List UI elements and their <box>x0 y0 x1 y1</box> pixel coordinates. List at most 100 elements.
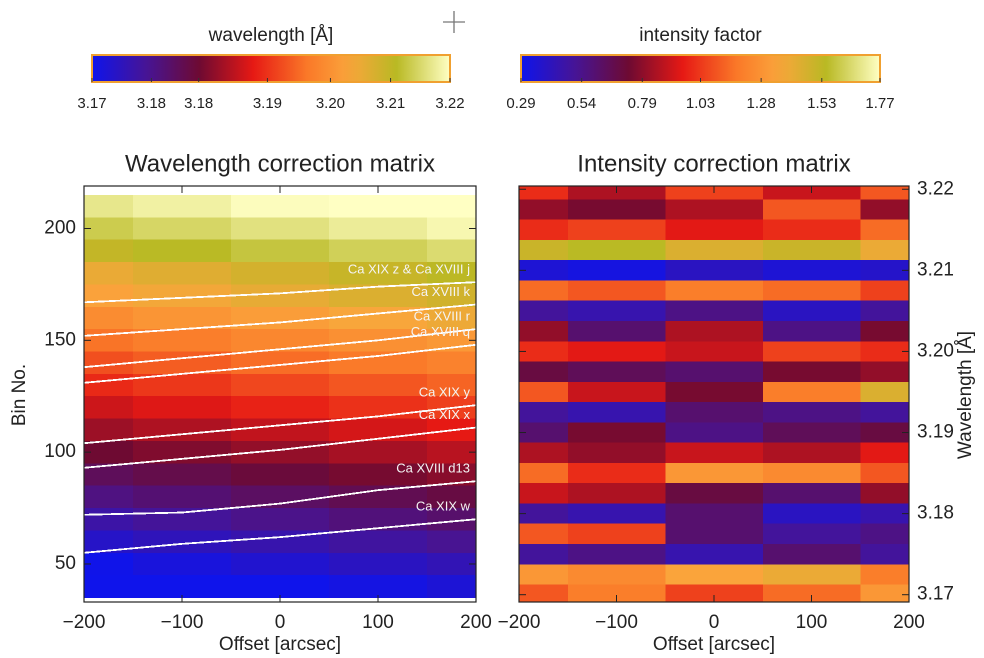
heatmap-cell <box>84 463 134 487</box>
heatmap-cell <box>231 351 330 375</box>
heatmap-cell <box>84 217 134 241</box>
heatmap-cell <box>133 284 232 308</box>
heatmap-cell <box>427 262 476 286</box>
x-tick-label: −100 <box>595 612 638 633</box>
heatmap-cell <box>519 219 569 241</box>
heatmap-cell <box>84 418 134 442</box>
heatmap-cell <box>762 584 861 602</box>
heatmap-cell <box>665 483 764 505</box>
heatmap-cell <box>762 503 861 525</box>
heatmap-cell <box>762 300 861 322</box>
heatmap-cell <box>762 442 861 464</box>
heatmap-cell <box>519 523 569 545</box>
contour-line <box>84 426 476 469</box>
colorbar-tick-label: 3.21 <box>376 95 405 112</box>
heatmap-cell <box>665 219 764 241</box>
heatmap-cell <box>665 300 764 322</box>
x-tick-label: 0 <box>709 612 720 633</box>
heatmap-cell <box>427 463 476 487</box>
contour-label: Ca XVIII r <box>414 309 471 324</box>
heatmap-cell <box>84 194 134 218</box>
contour-label: Ca XVIII k <box>411 284 470 299</box>
heatmap-cell <box>567 462 666 484</box>
heatmap-cell <box>133 351 232 375</box>
heatmap-cell <box>762 462 861 484</box>
heatmap-cell <box>567 442 666 464</box>
heatmap-cell <box>519 361 569 383</box>
heatmap-cells: Ca XIX z & Ca XVIII j Ca XVIII k Ca XVIII … <box>84 194 476 599</box>
heatmap-cell <box>329 575 428 599</box>
heatmap-cell <box>665 462 764 484</box>
heatmap-cell <box>860 503 909 525</box>
heatmap-cell <box>665 239 764 261</box>
colorbar-tick-label: 1.53 <box>807 95 836 112</box>
colorbar-tick-label: 3.20 <box>316 95 345 112</box>
x-tick-label: 100 <box>796 612 828 633</box>
heatmap-cell <box>231 552 330 576</box>
heatmap-cell <box>231 463 330 487</box>
heatmap-cell <box>567 199 666 221</box>
contour-label: Ca XIX x <box>419 407 471 422</box>
heatmap-cell <box>84 306 134 330</box>
heatmap-cell <box>665 260 764 282</box>
heatmap-cell <box>567 381 666 403</box>
heatmap-cell <box>519 239 569 261</box>
colorbar <box>520 54 881 83</box>
heatmap-cell <box>762 199 861 221</box>
colorbar-label: intensity factor <box>639 25 762 46</box>
x-tick-label: 0 <box>275 612 286 633</box>
heatmap-cell <box>762 260 861 282</box>
heatmap-cell <box>133 485 232 509</box>
heatmap-cell <box>860 422 909 444</box>
heatmap-cell <box>133 508 232 532</box>
heatmap-cell <box>231 262 330 286</box>
heatmap-cell <box>665 199 764 221</box>
heatmap-cell <box>567 361 666 383</box>
chart-title: Wavelength correction matrix <box>125 150 435 177</box>
heatmap-cell <box>860 341 909 363</box>
heatmap-cell <box>427 373 476 397</box>
heatmap-cell <box>665 422 764 444</box>
colorbar-tick-label: 3.17 <box>77 95 106 112</box>
y-tick-label: 200 <box>44 218 76 239</box>
heatmap-cell <box>329 351 428 375</box>
heatmap-cell <box>427 575 476 599</box>
y-tick-label: 3.17 <box>917 584 954 605</box>
heatmap-cell <box>231 284 330 308</box>
contour-label: Ca XIX w <box>416 499 471 514</box>
heatmap-cell <box>231 373 330 397</box>
colorbar-tick-label: 0.29 <box>506 95 535 112</box>
heatmap-cell <box>519 462 569 484</box>
colorbar-tick-label: 3.22 <box>435 95 464 112</box>
colorbar-tick-label: 1.28 <box>747 95 776 112</box>
heatmap-cell <box>519 300 569 322</box>
heatmap-cell <box>427 530 476 554</box>
heatmap-cell <box>762 341 861 363</box>
x-tick-label: 200 <box>460 612 492 633</box>
heatmap-cell <box>567 300 666 322</box>
heatmap-cell <box>329 262 428 286</box>
y-tick-label: 3.22 <box>917 178 954 199</box>
heatmap-cell <box>860 544 909 565</box>
heatmap-cell <box>329 485 428 509</box>
heatmap-cell <box>133 194 232 218</box>
heatmap-cell <box>860 462 909 484</box>
heatmap-cell <box>519 321 569 342</box>
heatmap-cell <box>860 442 909 464</box>
contour-label: Ca XVIII d13 <box>396 461 470 476</box>
heatmap-cell <box>762 321 861 342</box>
heatmap-cell <box>860 186 909 200</box>
colorbar-tick-label: 1.77 <box>865 95 894 112</box>
heatmap-cell <box>665 523 764 545</box>
contour-line <box>84 303 476 337</box>
heatmap-cell <box>567 260 666 282</box>
heatmap-cell <box>427 440 476 464</box>
heatmap-cell <box>860 584 909 602</box>
heatmap-cell <box>133 373 232 397</box>
contour-label: Ca XIX z & Ca XVIII j <box>348 262 470 277</box>
heatmap-cell <box>427 239 476 263</box>
heatmap-cell <box>665 381 764 403</box>
heatmap-cell <box>860 280 909 302</box>
